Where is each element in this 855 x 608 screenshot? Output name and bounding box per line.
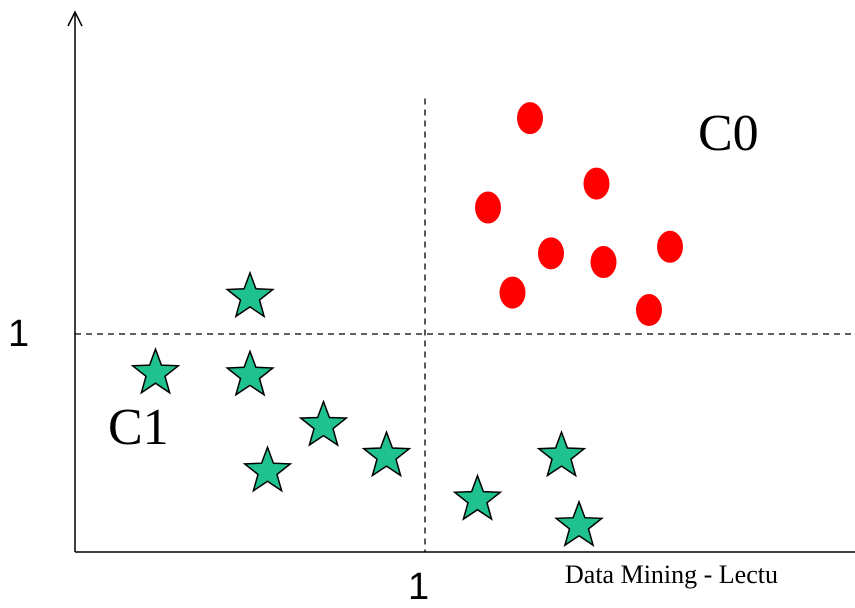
data-points — [130, 102, 683, 548]
cluster-label-c0: C0 — [698, 105, 759, 162]
axes — [67, 10, 855, 553]
point-c1-6 — [242, 445, 293, 493]
footer-text: Data Mining - Lectu — [565, 560, 778, 589]
point-c0-2 — [583, 167, 610, 200]
y-axis-arrowhead — [67, 10, 83, 27]
point-c0-7 — [499, 276, 526, 309]
point-c1-5 — [361, 429, 412, 478]
y-axis-tick-label: 1 — [8, 313, 30, 355]
point-c0-8 — [636, 294, 662, 327]
cluster-label-c1: C1 — [108, 399, 169, 456]
point-c1-9 — [554, 499, 604, 548]
point-c0-3 — [475, 191, 501, 224]
point-c0-6 — [657, 230, 683, 263]
point-c0-1 — [517, 102, 543, 135]
point-c1-4 — [298, 399, 349, 447]
point-c1-2 — [130, 347, 181, 395]
point-c1-8 — [452, 473, 503, 521]
point-c1-1 — [225, 270, 275, 319]
point-c0-5 — [590, 246, 617, 279]
x-axis-tick-label: 1 — [408, 566, 430, 608]
point-c1-7 — [536, 429, 587, 478]
point-c0-4 — [538, 237, 564, 270]
point-c1-3 — [225, 349, 275, 397]
